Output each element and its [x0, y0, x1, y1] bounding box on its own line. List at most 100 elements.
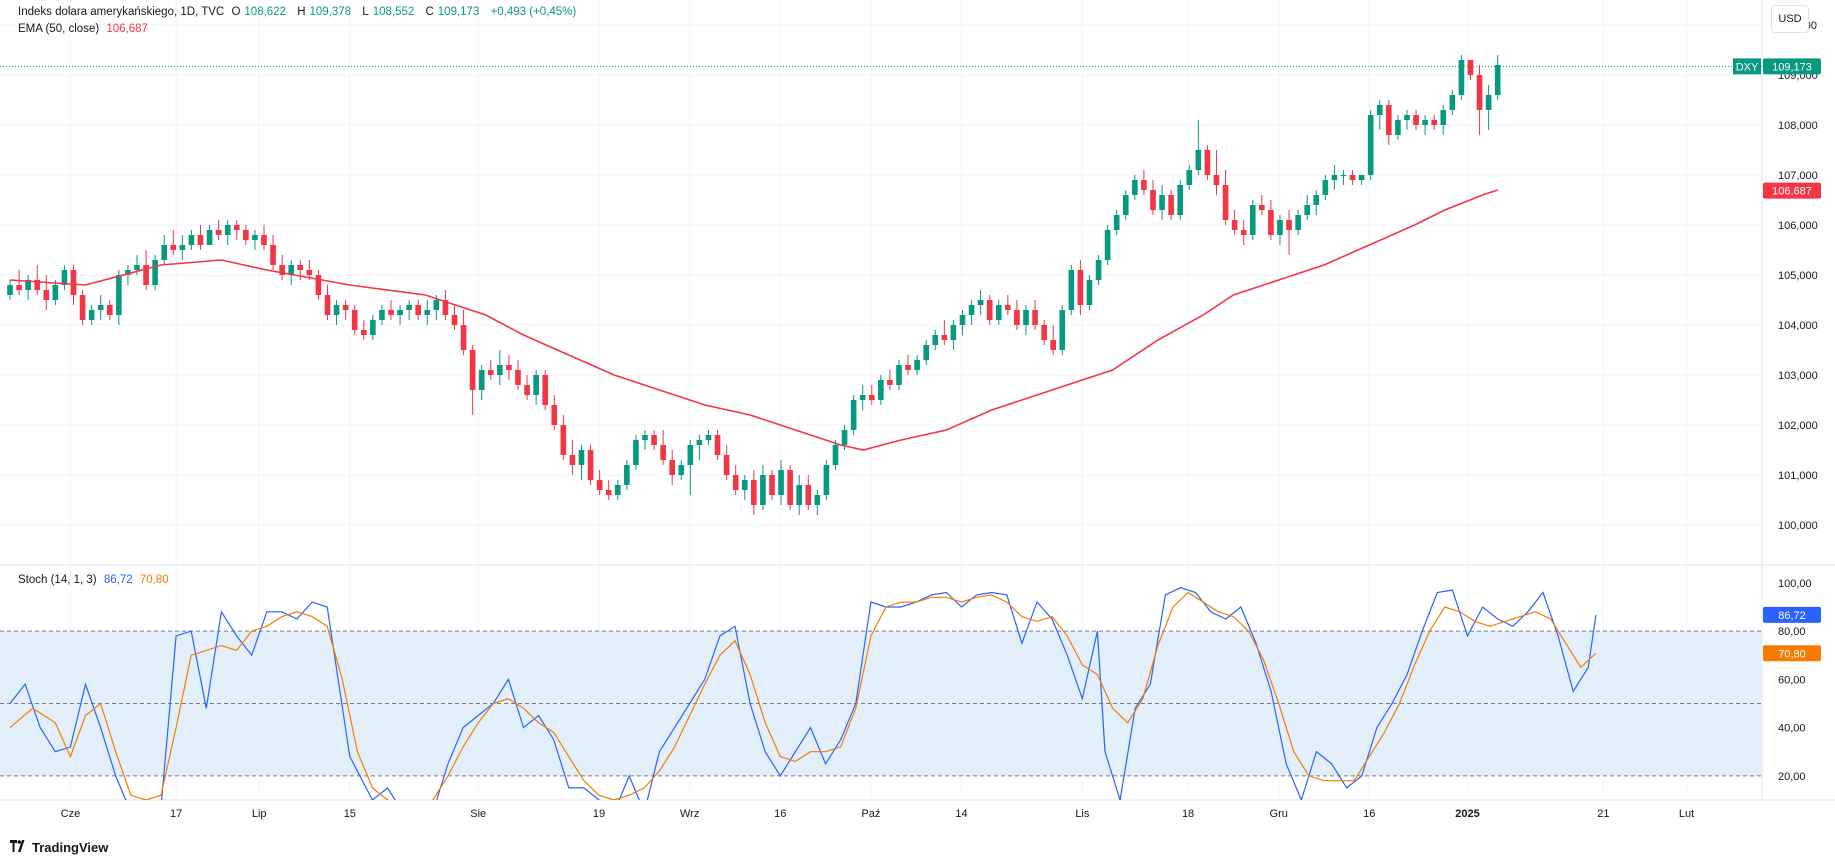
candle-body: [1168, 195, 1174, 215]
price-tick-label: 102,000: [1778, 420, 1818, 432]
low-value: 108,552: [372, 6, 415, 18]
high-label: H: [297, 6, 306, 18]
candle-body: [506, 365, 512, 370]
candle-body: [841, 430, 848, 445]
candle-body: [751, 480, 757, 505]
last-price-tag-text: 109,173: [1772, 61, 1812, 73]
symbol-title[interactable]: Indeks dolara amerykańskiego, 1D, TVC: [18, 6, 225, 18]
stoch-tick-label: 60,00: [1778, 674, 1806, 686]
candle-body: [868, 395, 875, 400]
stoch-tick-label: 100,00: [1778, 578, 1812, 590]
candle-body: [252, 235, 258, 240]
candle-body: [315, 275, 322, 295]
candle-body: [1104, 230, 1111, 260]
candle-body: [551, 405, 558, 425]
stoch-k-tag: 86,72: [1763, 606, 1821, 623]
candle-body: [1249, 205, 1256, 235]
candle-body: [887, 380, 893, 385]
candle-body: [43, 290, 50, 300]
stoch-tick-label: 40,00: [1778, 723, 1806, 735]
candle-body: [1313, 195, 1320, 205]
time-tick-label: 15: [344, 808, 356, 820]
candle-body: [1059, 310, 1066, 350]
candle-body: [1141, 180, 1147, 190]
candle-body: [1413, 115, 1419, 125]
candle-body: [1295, 215, 1301, 230]
candle-body: [1240, 230, 1247, 235]
candle-body: [1023, 310, 1029, 325]
candle-body: [288, 265, 295, 275]
candle-body: [79, 295, 86, 320]
candle-body: [433, 300, 440, 310]
time-tick-label: 2025: [1455, 808, 1479, 820]
candle-body: [696, 440, 703, 445]
candle-body: [1086, 280, 1093, 305]
candle-body: [1213, 175, 1220, 185]
stoch-band: [0, 631, 1762, 776]
candle-body: [941, 335, 948, 340]
currency-button[interactable]: USD: [1771, 5, 1809, 33]
ema-line: [9, 189, 1498, 451]
candle-body: [478, 370, 485, 390]
candle-body: [306, 270, 313, 275]
candle-body: [270, 245, 276, 265]
stoch-label: Stoch (14, 1, 3): [18, 574, 97, 586]
ema-price-tag-text: 106,687: [1772, 186, 1812, 198]
candle-body: [642, 435, 648, 440]
candle-body: [578, 450, 585, 465]
price-tick-label: 100,000: [1778, 520, 1818, 532]
candle-body: [125, 270, 131, 275]
candle-body: [415, 305, 422, 315]
candle-body: [333, 305, 340, 315]
candle-body: [896, 365, 902, 385]
ema-label: EMA (50, close): [18, 23, 100, 35]
candle-body: [805, 485, 812, 505]
last-price-tag-prefix-bg: [1733, 58, 1761, 75]
candle-body: [442, 300, 449, 315]
candle-body: [769, 475, 775, 495]
candle-body: [1132, 180, 1138, 195]
candle-body: [1195, 150, 1202, 170]
candle-body: [1386, 105, 1392, 135]
candle-body: [379, 310, 385, 320]
candle-body: [1159, 195, 1165, 210]
candle-body: [1259, 205, 1265, 210]
candle-body: [106, 305, 113, 315]
candle-body: [596, 480, 603, 490]
candle-body: [814, 495, 821, 505]
grid-lines: [0, 0, 1762, 800]
stoch-k-value: 86,72: [103, 574, 133, 586]
candle-body: [16, 285, 22, 290]
candle-body: [624, 465, 630, 485]
candle-body: [224, 225, 231, 235]
candle-body: [1150, 190, 1156, 210]
stoch-legend[interactable]: Stoch (14, 1, 3) 86,72 70,80: [18, 574, 173, 586]
candle-body: [778, 470, 784, 495]
tradingview-logo[interactable]: TradingView: [10, 840, 108, 855]
candle-body: [233, 225, 240, 230]
candle-body: [1014, 310, 1020, 325]
time-tick-label: Gru: [1270, 808, 1288, 820]
candle-body: [351, 310, 358, 330]
candle-body: [215, 230, 222, 235]
candle-body: [1050, 340, 1057, 350]
stoch-tick-label: 80,00: [1778, 626, 1806, 638]
candle-body: [1485, 95, 1492, 110]
candle-body: [905, 365, 911, 370]
candle-body: [279, 265, 285, 275]
candle-body: [542, 375, 549, 405]
candle-body: [914, 360, 920, 370]
change-value: +0,493 (+0,45%): [490, 6, 577, 18]
candle-body: [52, 285, 59, 300]
price-tick-label: 106,000: [1778, 220, 1818, 232]
time-tick-label: Wrz: [680, 808, 699, 820]
ema-legend[interactable]: EMA (50, close) 106,687: [18, 23, 152, 35]
candle-body: [533, 375, 539, 395]
candle-body: [1041, 325, 1047, 340]
stoch-k-tag-bg: [1763, 606, 1821, 623]
candle-body: [1331, 175, 1338, 180]
candle-body: [1494, 65, 1501, 95]
candle-body: [1231, 220, 1238, 230]
candle-body: [859, 395, 866, 400]
